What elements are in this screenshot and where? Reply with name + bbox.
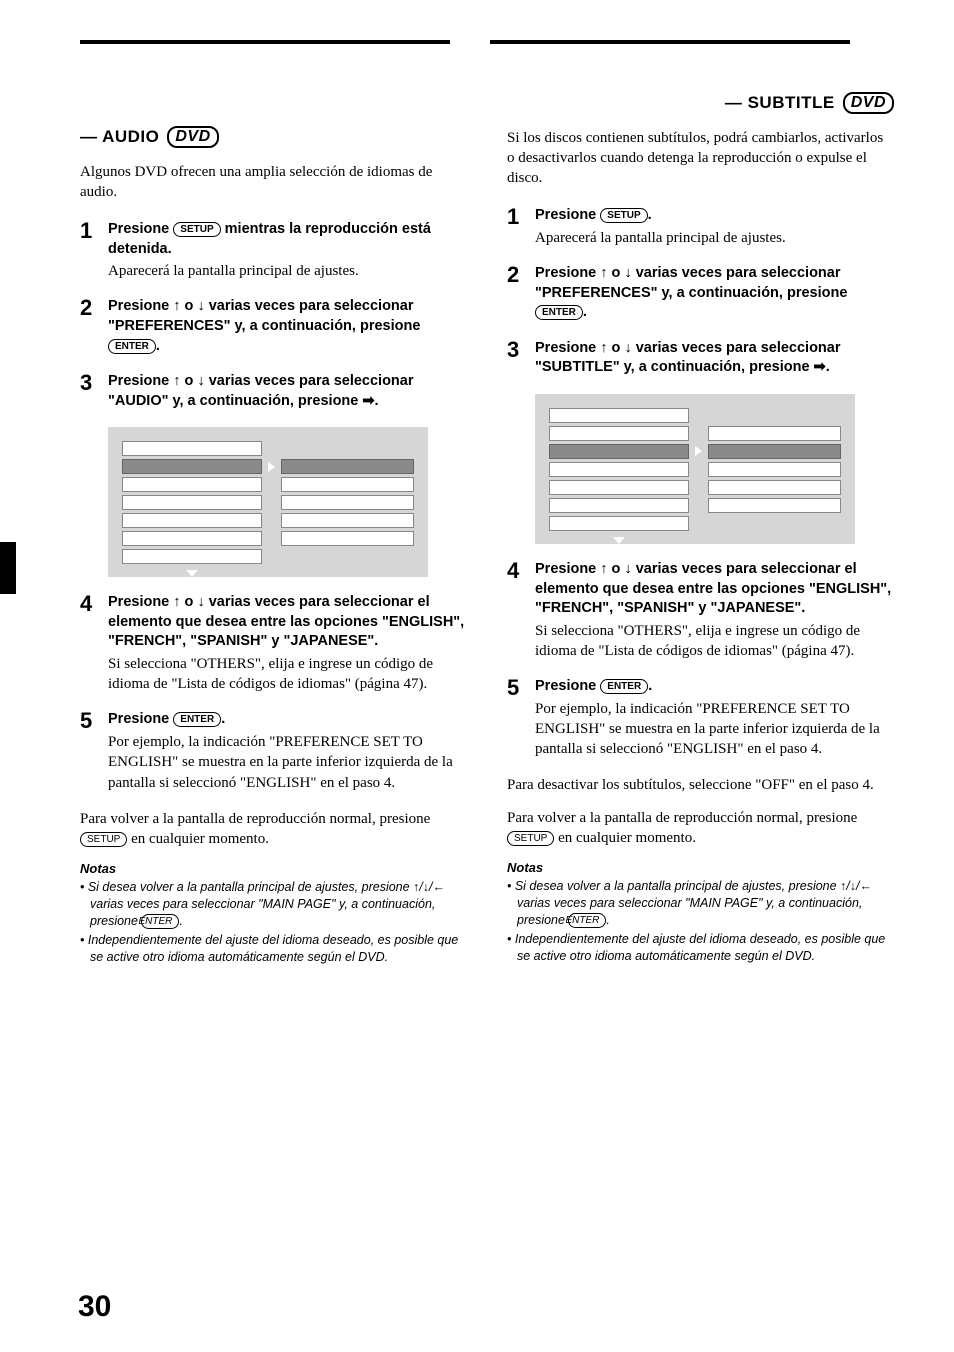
arrow-down-icon: ↓: [197, 298, 204, 314]
menu-screenshot-subtitle: [535, 394, 855, 544]
triangle-right-icon: [268, 462, 275, 472]
subtitle-step-3: 3 Presione ↑ o ↓ varias veces para selec…: [507, 339, 894, 378]
step-text: Si selecciona "OTHERS", elija e ingrese …: [535, 621, 894, 662]
page-columns: — AUDIO DVD Algunos DVD ofrecen una ampl…: [80, 92, 894, 968]
arrow-up-icon: ↑: [600, 561, 607, 577]
subtitle-return-para: Para volver a la pantalla de reproducció…: [507, 808, 894, 849]
arrow-left-icon: ←: [860, 879, 873, 893]
edge-tab: [0, 542, 16, 594]
step-number: 1: [80, 220, 98, 281]
step-number: 5: [80, 710, 98, 792]
arrow-right-icon: ➡: [362, 393, 374, 409]
arrow-down-icon: ↓: [624, 265, 631, 281]
page-number: 30: [78, 1290, 111, 1324]
notas-heading: Notas: [80, 861, 467, 876]
top-rule-right: [490, 40, 850, 44]
audio-step-4: 4 Presione ↑ o ↓ varias veces para selec…: [80, 593, 467, 694]
triangle-down-icon: [613, 537, 625, 544]
step-lead: Presione ↑ o ↓ varias veces para selecci…: [108, 297, 467, 356]
subtitle-step-4: 4 Presione ↑ o ↓ varias veces para selec…: [507, 560, 894, 661]
audio-title: — AUDIO: [80, 127, 159, 147]
menu-screenshot-audio: [108, 427, 428, 577]
step-lead: Presione ↑ o ↓ varias veces para selecci…: [108, 372, 467, 411]
step-text: Aparecerá la pantalla principal de ajust…: [108, 261, 467, 281]
step-lead: Presione ↑ o ↓ varias veces para selecci…: [535, 264, 894, 323]
enter-button-icon: ENTER: [141, 914, 179, 929]
audio-step-1: 1 Presione SETUP mientras la reproducció…: [80, 220, 467, 281]
enter-button-icon: ENTER: [173, 712, 221, 727]
subtitle-heading: — SUBTITLE DVD: [507, 92, 894, 114]
audio-step-5: 5 Presione ENTER. Por ejemplo, la indica…: [80, 710, 467, 792]
arrow-up-icon: ↑: [173, 594, 180, 610]
step-number: 2: [507, 264, 525, 323]
step-number: 5: [507, 677, 525, 759]
step-lead: Presione SETUP mientras la reproducción …: [108, 220, 467, 259]
top-rule-left: [80, 40, 450, 44]
step-number: 3: [80, 372, 98, 411]
audio-intro: Algunos DVD ofrecen una amplia selección…: [80, 162, 467, 203]
step-text: Si selecciona "OTHERS", elija e ingrese …: [108, 654, 467, 695]
arrow-up-icon: ↑: [600, 265, 607, 281]
enter-button-icon: ENTER: [600, 679, 648, 694]
subtitle-title: — SUBTITLE: [725, 93, 835, 113]
arrow-up-icon: ↑: [600, 340, 607, 356]
col-audio: — AUDIO DVD Algunos DVD ofrecen una ampl…: [80, 92, 467, 968]
audio-heading: — AUDIO DVD: [80, 126, 467, 148]
note-item: • Si desea volver a la pantalla principa…: [507, 878, 894, 929]
arrow-left-icon: ←: [433, 880, 446, 894]
enter-button-icon: ENTER: [108, 339, 156, 354]
setup-button-icon: SETUP: [80, 832, 127, 847]
note-item: • Si desea volver a la pantalla principa…: [80, 879, 467, 930]
step-lead: Presione ↑ o ↓ varias veces para selecci…: [535, 339, 894, 378]
setup-button-icon: SETUP: [507, 831, 554, 846]
arrow-down-icon: ↓: [423, 880, 429, 894]
step-lead: Presione ENTER.: [108, 710, 467, 730]
step-number: 1: [507, 206, 525, 248]
triangle-right-icon: [695, 446, 702, 456]
dvd-badge-icon: DVD: [843, 92, 894, 114]
step-text: Aparecerá la pantalla principal de ajust…: [535, 228, 894, 248]
step-number: 3: [507, 339, 525, 378]
subtitle-intro: Si los discos contienen subtítulos, podr…: [507, 128, 894, 189]
step-number: 4: [507, 560, 525, 661]
dvd-badge-icon: DVD: [167, 126, 218, 148]
step-lead: Presione ENTER.: [535, 677, 894, 697]
arrow-up-icon: ↑: [173, 298, 180, 314]
subtitle-step-5: 5 Presione ENTER. Por ejemplo, la indica…: [507, 677, 894, 759]
arrow-down-icon: ↓: [197, 594, 204, 610]
audio-step-2: 2 Presione ↑ o ↓ varias veces para selec…: [80, 297, 467, 356]
arrow-down-icon: ↓: [624, 561, 631, 577]
step-number: 2: [80, 297, 98, 356]
step-lead: Presione ↑ o ↓ varias veces para selecci…: [535, 560, 894, 619]
arrow-up-icon: ↑: [413, 880, 419, 894]
arrow-down-icon: ↓: [850, 879, 856, 893]
audio-return-para: Para volver a la pantalla de reproducció…: [80, 809, 467, 850]
step-lead: Presione SETUP.: [535, 206, 894, 226]
enter-button-icon: ENTER: [535, 305, 583, 320]
subtitle-off-para: Para desactivar los subtítulos, seleccio…: [507, 775, 894, 795]
arrow-down-icon: ↓: [197, 373, 204, 389]
arrow-up-icon: ↑: [840, 879, 846, 893]
note-item: • Independientemente del ajuste del idio…: [507, 931, 894, 965]
setup-button-icon: SETUP: [600, 208, 647, 223]
arrow-right-icon: ➡: [814, 359, 826, 375]
subtitle-step-2: 2 Presione ↑ o ↓ varias veces para selec…: [507, 264, 894, 323]
step-number: 4: [80, 593, 98, 694]
step-text: Por ejemplo, la indicación "PREFERENCE S…: [535, 699, 894, 760]
note-item: • Independientemente del ajuste del idio…: [80, 932, 467, 966]
arrow-up-icon: ↑: [173, 373, 180, 389]
setup-button-icon: SETUP: [173, 222, 220, 237]
step-lead: Presione ↑ o ↓ varias veces para selecci…: [108, 593, 467, 652]
arrow-down-icon: ↓: [624, 340, 631, 356]
triangle-down-icon: [186, 570, 198, 577]
notas-heading: Notas: [507, 860, 894, 875]
enter-button-icon: ENTER: [568, 913, 606, 928]
audio-step-3: 3 Presione ↑ o ↓ varias veces para selec…: [80, 372, 467, 411]
step-text: Por ejemplo, la indicación "PREFERENCE S…: [108, 732, 467, 793]
subtitle-step-1: 1 Presione SETUP. Aparecerá la pantalla …: [507, 206, 894, 248]
col-subtitle: — SUBTITLE DVD Si los discos contienen s…: [507, 92, 894, 968]
